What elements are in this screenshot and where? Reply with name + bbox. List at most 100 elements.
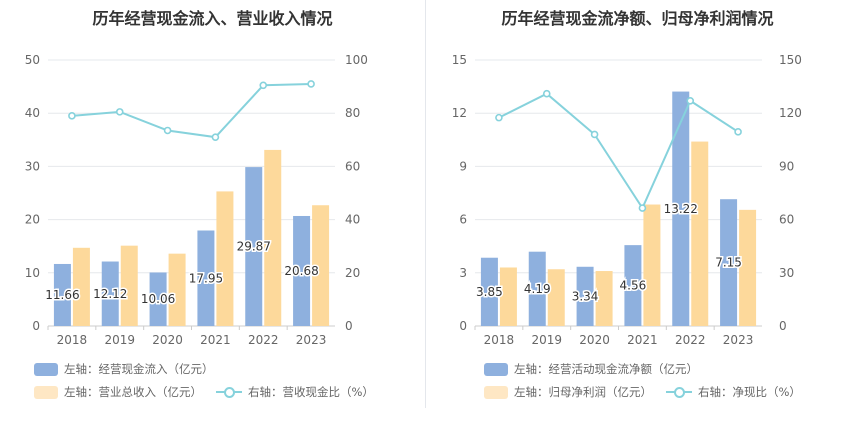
bar-secondary [739,209,757,326]
line-point [211,133,220,141]
legend-item-bar2[interactable]: 左轴：归母净利润（亿元） [484,384,652,400]
panel-divider [425,0,426,408]
x-tick-label: 2022 [248,333,279,347]
y-right-tick-label: 60 [345,159,360,173]
bar-data-label: 29.87 [237,240,271,254]
bar-secondary [168,253,186,326]
bar-secondary [691,141,709,326]
y-left-tick-label: 9 [459,159,467,173]
y-right-tick-label: 20 [345,266,360,280]
bar-primary [528,251,546,326]
y-right-tick-label: 120 [779,106,802,120]
bar-secondary [595,271,613,326]
bar-data-label: 20.68 [284,264,318,278]
y-right-tick-label: 100 [345,53,368,67]
line-point [259,81,268,90]
line-point [495,113,503,122]
legend-item-bar1[interactable]: 左轴：经营现金流入（亿元） [34,361,214,377]
bar-secondary [72,247,90,326]
y-right-tick-label: 150 [779,53,802,67]
line-series [498,92,739,211]
bar-data-label: 11.66 [45,288,79,302]
bar-secondary [120,245,138,326]
x-tick-label: 2019 [531,333,562,347]
bar-primary [480,257,498,326]
x-tick-label: 2022 [675,333,706,347]
legend-swatch [34,362,58,376]
bar-data-label: 3.85 [476,285,503,299]
legend-swatch [484,385,508,399]
y-left-tick-label: 15 [452,53,467,67]
bar-primary [576,266,594,326]
chart-panel-cash-inflow: 历年经营现金流入、营业收入情况 0 10 20 30 40 50 0 20 40 60 80 100 1… [25,9,374,400]
line-point [68,112,76,120]
legend-label: 左轴：归母净利润（亿元） [514,385,652,399]
bar-secondary [312,205,330,326]
bar-data-label: 7.15 [715,256,742,270]
x-tick-label: 2019 [104,333,135,347]
bar-secondary [216,191,234,326]
legend-label: 左轴：经营活动现金流净额（亿元） [514,362,698,376]
legend-item-bar2[interactable]: 左轴：营业总收入（亿元） [34,384,202,400]
line-point [638,204,647,212]
x-tick-label: 2023 [723,333,754,347]
y-right-tick-label: 0 [345,319,353,333]
chart-svg: 0 10 20 30 40 50 0 20 40 60 80 100 11.66 12.12 10.06 17… [25,53,368,347]
y-right-tick-label: 80 [345,106,360,120]
bar-primary [672,91,690,326]
y-left-tick-label: 3 [459,266,467,280]
x-tick-label: 2018 [57,333,88,347]
chart-panel-net-cash: 历年经营现金流净额、归母净利润情况 0 3 6 9 12 15 0 30 60 90 120 150 3… [425,0,850,437]
x-tick-label: 2020 [579,333,610,347]
chart-title: 历年经营现金流净额、归母净利润情况 [501,9,774,28]
y-left-tick-label: 12 [452,106,467,120]
bar-data-label: 10.06 [141,292,175,306]
bar-primary [624,245,642,326]
chart-title: 历年经营现金流入、营业收入情况 [92,9,333,28]
bar-primary [245,167,263,326]
bar-primary [293,215,311,326]
line-point [686,96,695,105]
legend-item-line[interactable]: 右轴：营收现金比（%） [216,384,374,400]
line-point [590,130,599,139]
bar-primary [197,230,215,326]
y-right-tick-label: 40 [345,213,360,227]
legend-label: 左轴：营业总收入（亿元） [64,385,202,399]
bar-data-label: 3.34 [572,289,599,303]
line-point [734,128,742,136]
legend-line-swatch [216,385,242,399]
legend-item-line[interactable]: 右轴：净现比（%） [666,384,801,400]
bar-primary [149,272,167,326]
x-tick-label: 2021 [627,333,658,347]
bar-data-label: 17.95 [189,271,223,285]
legend-swatch [484,362,508,376]
bar-data-label: 13.22 [664,202,698,216]
bar-secondary [499,267,517,326]
y-right-tick-label: 60 [779,213,794,227]
y-left-tick-label: 0 [459,319,467,333]
bar-data-label: 4.19 [524,282,551,296]
legend-swatch [34,385,58,399]
bar-primary [53,263,71,326]
legend-label: 右轴：净现比（%） [698,385,801,399]
legend-line-swatch [666,385,692,399]
y-left-tick-label: 10 [25,266,40,280]
x-tick-label: 2021 [200,333,231,347]
y-left-tick-label: 0 [32,319,40,333]
line-point [115,108,124,116]
y-left-tick-label: 20 [25,213,40,227]
legend-item-bar1[interactable]: 左轴：经营活动现金流净额（亿元） [484,361,698,377]
line-series [71,82,312,139]
y-left-tick-label: 6 [459,213,467,227]
x-tick-label: 2020 [152,333,183,347]
y-right-tick-label: 90 [779,159,794,173]
legend-label: 左轴：经营现金流入（亿元） [64,362,214,376]
bar-secondary [264,149,282,326]
bar-data-label: 4.56 [620,279,647,293]
bar-primary [720,199,738,326]
y-right-tick-label: 30 [779,266,794,280]
bar-data-label: 12.12 [93,287,127,301]
y-left-tick-label: 30 [25,159,40,173]
y-right-tick-label: 0 [779,319,787,333]
